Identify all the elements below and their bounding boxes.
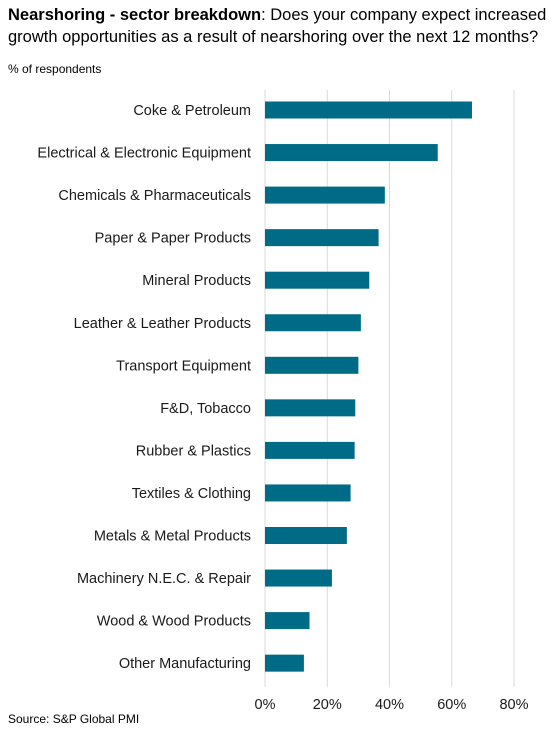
category-label: Rubber & Plastics — [136, 443, 251, 459]
category-label: Wood & Wood Products — [97, 614, 251, 630]
category-label: Machinery N.E.C. & Repair — [77, 571, 251, 587]
bar — [265, 569, 332, 587]
category-label: Coke & Petroleum — [133, 103, 251, 119]
bars — [265, 101, 472, 672]
category-label: Paper & Paper Products — [95, 231, 251, 247]
chart-title-bold: Nearshoring - sector breakdown — [8, 6, 262, 24]
x-tick-labels: 0% 20% 40% 60% 80% — [255, 697, 529, 713]
bar — [265, 229, 379, 247]
category-label: Transport Equipment — [116, 358, 251, 374]
category-label: Metals & Metal Products — [94, 529, 251, 545]
x-tick-label: 80% — [499, 697, 528, 713]
category-label: Textiles & Clothing — [132, 486, 251, 502]
category-label: F&D, Tobacco — [160, 401, 251, 417]
x-tick-label: 0% — [255, 697, 276, 713]
category-label: Other Manufacturing — [119, 656, 251, 672]
bar — [265, 101, 472, 119]
bar — [265, 314, 361, 332]
x-tick-label: 40% — [375, 697, 404, 713]
bar — [265, 441, 355, 459]
category-label: Electrical & Electronic Equipment — [37, 146, 251, 162]
bar — [265, 271, 370, 289]
bar — [265, 484, 351, 502]
bar — [265, 654, 304, 672]
category-label: Leather & Leather Products — [74, 316, 251, 332]
x-tick-label: 60% — [437, 697, 466, 713]
category-labels: Coke & Petroleum Electrical & Electronic … — [37, 103, 251, 672]
source-note: Source: S&P Global PMI — [8, 712, 140, 726]
category-label: Mineral Products — [142, 273, 251, 289]
chart-title: Nearshoring - sector breakdown: Does you… — [8, 4, 548, 48]
bar — [265, 399, 356, 417]
chart-title-question: : Does your company expect increased gro… — [8, 6, 547, 46]
bar — [265, 612, 310, 630]
unit-label: % of respondents — [8, 62, 102, 76]
bar — [265, 527, 347, 544]
x-tick-label: 20% — [313, 697, 342, 713]
grid-lines — [264, 90, 515, 687]
bar — [265, 356, 359, 374]
bar — [265, 186, 385, 204]
bar — [265, 144, 438, 162]
category-label: Chemicals & Pharmaceuticals — [58, 188, 251, 204]
